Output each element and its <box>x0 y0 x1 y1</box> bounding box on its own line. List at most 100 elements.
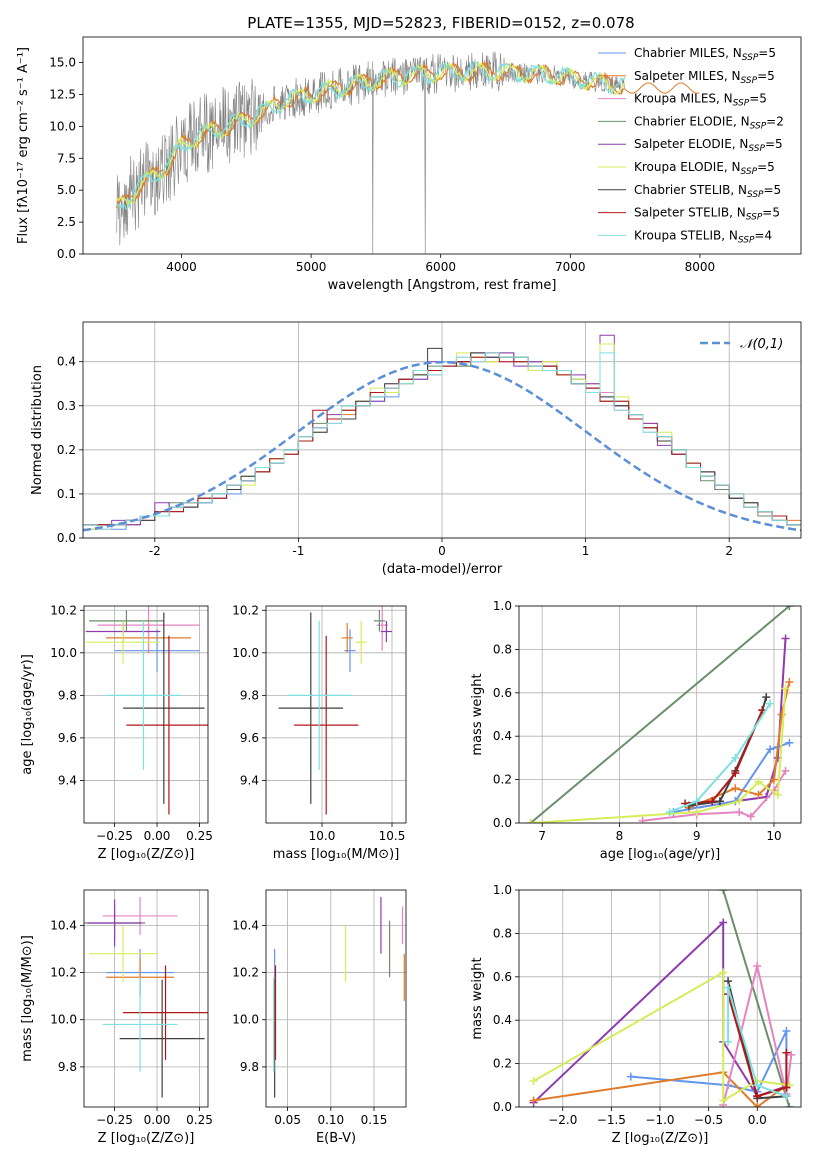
weight-marker-kroupa_stelib <box>731 753 740 762</box>
weight-line-chabrier_elodie <box>722 890 791 1107</box>
y-tick-label: 0.8 <box>493 642 512 656</box>
y-tick-label: 2.5 <box>57 215 76 229</box>
y-tick-label: 9.6 <box>240 731 259 745</box>
weight-line-kroupa_stelib <box>727 987 787 1098</box>
weight-marker-salpeter_elodie <box>719 918 728 927</box>
y-tick-label: 12.5 <box>49 87 76 101</box>
weight-marker-kroupa_elodie <box>719 1096 728 1105</box>
weight-marker-salpeter_miles <box>785 677 794 686</box>
x-tick-label: 7000 <box>555 260 586 274</box>
y-tick-label: 10.2 <box>232 603 259 617</box>
x-tick-label: 0.25 <box>186 1113 213 1127</box>
y-tick-label: 10.2 <box>50 966 77 980</box>
y-tick-label: 9.8 <box>240 1060 259 1074</box>
y-tick-label: 0.1 <box>57 487 76 501</box>
model-spectrum-kroupa_stelib <box>116 61 626 210</box>
y-tick-label: 9.4 <box>58 773 77 787</box>
plot-area <box>273 897 405 1098</box>
weight-marker-salpeter_stelib <box>731 769 740 778</box>
residuals-panel: -2 -1 0 1 2 0.0 0.1 0.2 0.3 0.4 (data-model)/error… <box>30 321 802 577</box>
axes-frame <box>518 889 802 1108</box>
weight-marker-kroupa_stelib <box>692 797 701 806</box>
weight-marker-chabrier_elodie <box>785 606 794 610</box>
weight-line-chabrier_elodie <box>529 606 791 823</box>
y-tick-label: 10.0 <box>49 119 76 133</box>
plot-area <box>83 334 801 538</box>
errorbar-salpeter_stelib <box>123 965 208 1060</box>
mass-vs-metallicity-panel: −0.25 0.00 0.25 9.8 10.0 10.2 10.4 Z [log₁₀(Z/Z… <box>20 889 213 1146</box>
weight-line-kroupa_stelib <box>669 703 771 814</box>
y-tick-label: 0.6 <box>493 970 512 984</box>
y-tick-label: 9.8 <box>240 688 259 702</box>
legend-text: Chabrier MILES, N <box>634 46 742 60</box>
legend-subscript: SSP <box>738 235 755 245</box>
y-tick-label: 10.0 <box>50 1013 77 1027</box>
normal-curve <box>83 360 801 532</box>
plot-area <box>529 890 796 1107</box>
y-tick-label: 9.8 <box>58 688 77 702</box>
x-tick-label: 0.25 <box>186 829 213 843</box>
legend-subscript: SSP <box>741 167 758 177</box>
plot-area <box>278 606 392 815</box>
weight-marker-salpeter_stelib <box>753 1092 762 1101</box>
weight-marker-salpeter_stelib <box>782 1083 791 1092</box>
axes-frame <box>265 605 407 824</box>
grid <box>266 890 406 1107</box>
x-tick-label: 8 <box>616 829 624 843</box>
x-tick-label: 10.0 <box>309 829 336 843</box>
x-tick-label: 6000 <box>425 260 456 274</box>
legend-label-salpeter_elodie: Salpeter ELODIE, NSSP=5 <box>634 137 783 154</box>
errorbar-salpeter_miles <box>341 623 353 653</box>
y-tick-label: 9.6 <box>58 731 77 745</box>
legend-text: Chabrier ELODIE, N <box>634 114 750 128</box>
model-spectrum-extension <box>624 82 700 94</box>
x-tick-label: −0.5 <box>694 1113 723 1127</box>
y-tick-label: 10.4 <box>232 918 259 932</box>
errorbar-kroupa_elodie <box>85 620 161 664</box>
errorbar-chabrier_stelib <box>278 612 343 804</box>
legend-subscript: SSP <box>750 121 767 131</box>
errorbar-kroupa_elodie <box>355 620 367 664</box>
x-tick-label: 9 <box>693 829 701 843</box>
weight-marker-salpeter_miles <box>753 1103 762 1107</box>
y-tick-label: 0.4 <box>493 1013 512 1027</box>
x-tick-label: 0.00 <box>144 1113 171 1127</box>
weight-marker-kroupa_miles <box>787 1050 796 1059</box>
y-tick-label: 10.2 <box>50 603 77 617</box>
axes-frame <box>82 36 802 255</box>
legend-value: =5 <box>765 137 783 151</box>
y-tick-label: 0.0 <box>57 531 76 545</box>
y-tick-label: 7.5 <box>57 151 76 165</box>
errorbar-kroupa_miles <box>102 897 178 935</box>
legend-label-salpeter_miles: Salpeter MILES, NSSP=5 <box>634 69 775 86</box>
grid <box>519 889 801 1108</box>
y-axis-label: age [log₁₀(age/yr)] <box>20 654 35 775</box>
legend-text: Chabrier STELIB, N <box>634 183 747 197</box>
weight-marker-kroupa_elodie <box>529 1076 538 1085</box>
weight-marker-kroupa_miles <box>746 812 755 821</box>
y-tick-label: 1.0 <box>493 599 512 613</box>
y-axis-label: Normed distribution <box>30 365 45 495</box>
y-tick-label: 0.4 <box>493 729 512 743</box>
y-tick-label: 1.0 <box>493 883 512 897</box>
weight-line-salpeter_stelib <box>685 709 764 805</box>
weight-marker-salpeter_miles <box>754 790 763 799</box>
x-tick-label: −0.25 <box>96 829 133 843</box>
weight-marker-chabrier_elodie <box>785 1103 794 1107</box>
y-tick-label: 0.3 <box>57 399 76 413</box>
plot-area <box>84 897 208 1098</box>
x-axis-label: mass [log₁₀(M/M⊙)] <box>273 847 400 862</box>
legend-text: Kroupa MILES, N <box>634 92 733 106</box>
errorbar-salpeter_stelib <box>126 635 208 815</box>
x-axis-label: Z [log₁₀(Z/Z⊙)] <box>98 847 195 862</box>
x-axis-label: Z [log₁₀(Z/Z⊙)] <box>98 1131 195 1146</box>
spectrum-panel: 4000 5000 6000 7000 8000 0.0 2.5 5.0 7.5 10.0 12.5… <box>16 36 802 293</box>
y-axis-label: Flux [fλ10⁻¹⁷ erg cm⁻² s⁻¹ A⁻¹] <box>16 47 31 244</box>
legend-label-kroupa_miles: Kroupa MILES, NSSP=5 <box>634 92 767 109</box>
age-vs-metallicity-panel: −0.25 0.00 0.25 9.4 9.6 9.8 10.0 10.2 Z [log₁₀(Z… <box>20 603 213 862</box>
weight-marker-kroupa_elodie <box>719 968 728 977</box>
legend-value: =5 <box>757 69 775 83</box>
legend-value: =5 <box>749 92 767 106</box>
x-axis-label: wavelength [Angstrom, rest frame] <box>328 278 557 293</box>
errorbar-kroupa_stelib <box>102 977 178 1072</box>
